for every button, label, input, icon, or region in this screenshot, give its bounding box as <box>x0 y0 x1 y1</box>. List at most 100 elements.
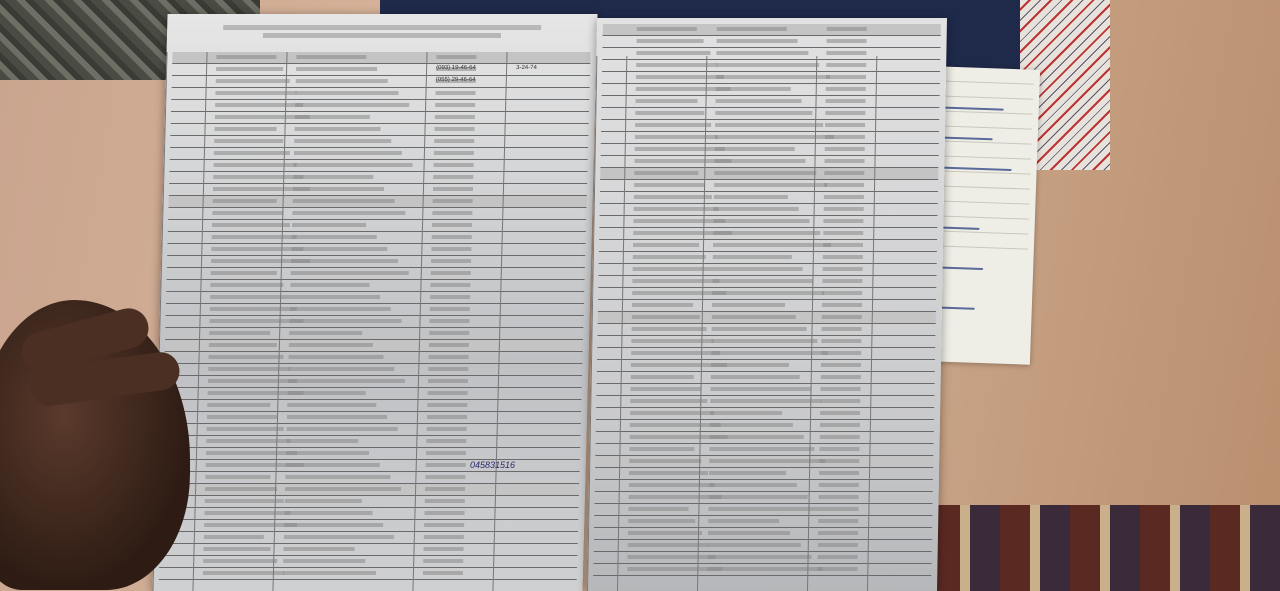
table-row <box>600 168 939 180</box>
table-cell <box>710 363 789 367</box>
table-cell <box>714 159 806 163</box>
table-cell <box>629 471 709 475</box>
table-row <box>167 244 586 256</box>
table-cell <box>820 375 861 379</box>
table-cell <box>634 171 699 175</box>
table-cell <box>211 223 291 227</box>
table-cell <box>627 543 709 547</box>
table-cell <box>710 375 800 379</box>
table-cell <box>632 255 706 259</box>
table-row <box>595 456 934 468</box>
table-cell <box>630 399 708 403</box>
table-row <box>597 300 937 312</box>
table-cell <box>427 391 468 395</box>
table-row <box>160 508 579 520</box>
table-row <box>159 556 578 568</box>
table-cell <box>708 483 797 487</box>
table-row: (055) 29-46-64 <box>171 76 590 88</box>
table-cell <box>287 379 405 383</box>
table-cell-value: (093) 19-46-64 <box>436 65 476 71</box>
table-cell <box>713 231 821 235</box>
table-cell <box>818 483 859 487</box>
table-row <box>598 288 937 300</box>
table-cell <box>426 451 467 455</box>
table-cell <box>206 451 298 455</box>
table-cell <box>715 111 813 115</box>
table-cell <box>633 195 712 199</box>
table-cell <box>627 531 703 535</box>
table-cell <box>823 195 864 199</box>
table-cell <box>817 543 858 547</box>
table-cell <box>210 283 284 287</box>
table-cell <box>433 151 474 155</box>
table-cell <box>711 303 786 307</box>
table-cell <box>283 547 355 551</box>
table-cell <box>819 435 860 439</box>
table-cell <box>821 315 862 319</box>
table-cell <box>819 423 860 427</box>
table-cell <box>211 247 304 251</box>
table-cell <box>818 507 859 511</box>
table-row <box>161 472 580 484</box>
table-row <box>159 520 579 532</box>
table-cell <box>632 267 713 271</box>
table-cell <box>285 487 402 491</box>
table-cell <box>212 199 277 203</box>
table-row <box>161 460 580 472</box>
table-cell <box>213 151 290 155</box>
table-cell <box>429 319 470 323</box>
table-cell <box>825 123 866 127</box>
table-cell <box>282 571 376 575</box>
table-cell <box>428 355 469 359</box>
table-cell <box>210 295 291 299</box>
table-cell <box>824 159 865 163</box>
table-cell <box>287 391 366 395</box>
table-cell <box>632 279 720 283</box>
table-cell <box>822 267 863 271</box>
table-cell <box>628 519 696 523</box>
table-cell <box>713 219 810 223</box>
table-cell <box>631 303 694 307</box>
table-row <box>602 36 941 48</box>
table-cell <box>707 555 812 559</box>
table-row <box>163 376 583 388</box>
table-row <box>602 24 941 36</box>
table-cell <box>633 207 719 211</box>
table-cell <box>422 571 463 575</box>
table-cell <box>824 171 865 175</box>
table-row <box>599 192 938 204</box>
table-cell <box>714 171 817 175</box>
table-cell <box>289 307 391 311</box>
table-cell <box>430 295 471 299</box>
table-cell <box>824 135 865 139</box>
table-row <box>594 516 933 528</box>
table-cell <box>208 343 277 347</box>
table-cell <box>826 39 867 43</box>
table-cell <box>430 271 471 275</box>
table-cell <box>425 475 466 479</box>
table-cell <box>292 199 395 203</box>
table-cell <box>710 387 811 391</box>
table-cell <box>634 183 706 187</box>
table-row <box>596 360 936 372</box>
table-cell <box>711 339 818 343</box>
table-cell <box>434 139 475 143</box>
table-row <box>601 108 940 120</box>
table-cell <box>214 127 277 131</box>
table-cell <box>707 531 791 535</box>
table-cell <box>288 355 384 359</box>
table-cell <box>636 27 697 31</box>
table-cell <box>820 387 861 391</box>
table-cell <box>214 139 284 143</box>
table-row <box>165 292 585 304</box>
table-row <box>167 220 587 232</box>
table-cell <box>423 559 464 563</box>
table-cell <box>821 339 862 343</box>
table-row <box>164 364 583 376</box>
table-row <box>166 268 585 280</box>
table-cell <box>633 243 700 247</box>
table-row <box>168 184 588 196</box>
table-row <box>159 544 578 556</box>
table-cell <box>204 499 284 503</box>
table-cell <box>431 223 473 227</box>
